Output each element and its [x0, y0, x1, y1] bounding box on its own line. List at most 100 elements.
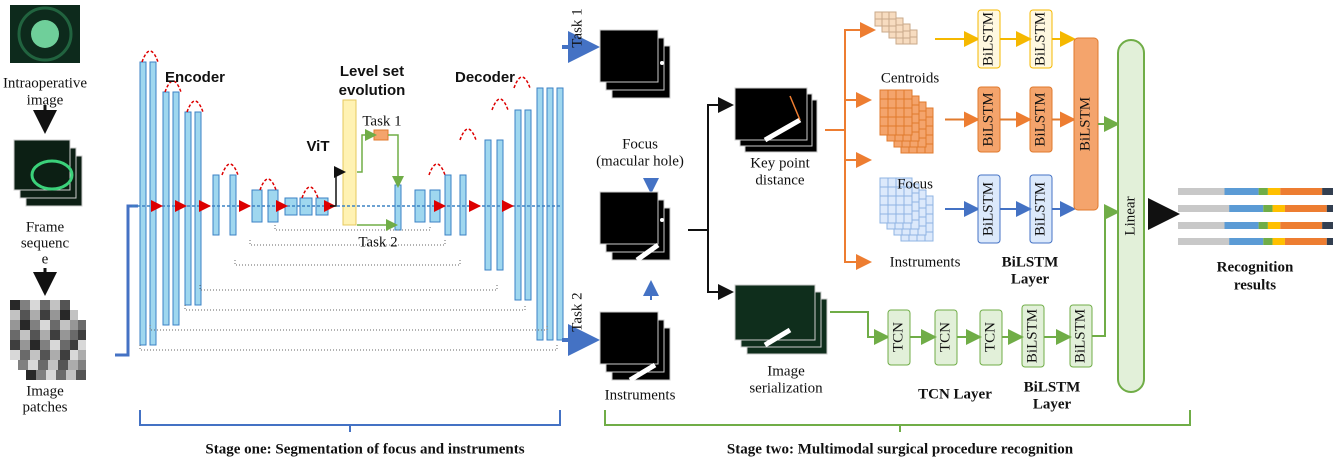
bilstm-label: BiLSTM — [980, 182, 996, 236]
frame-stack — [14, 140, 70, 190]
branch — [825, 30, 872, 130]
level-set-label: evolution — [339, 82, 406, 99]
feature-cube — [904, 205, 912, 214]
patch — [10, 320, 20, 330]
patch — [68, 360, 78, 370]
patch — [50, 330, 60, 340]
branch-label: Centroids — [881, 70, 939, 86]
skip-arc — [302, 187, 318, 198]
vit-label: ViT — [306, 138, 329, 155]
patch — [60, 340, 70, 350]
feature-block — [547, 88, 553, 340]
result-segment — [1263, 238, 1272, 245]
feature-cube — [904, 214, 912, 223]
feature-cube — [880, 214, 888, 223]
patch — [40, 300, 50, 310]
feature-cube — [889, 12, 896, 19]
feature-cube — [896, 90, 904, 99]
results-label: results — [1234, 277, 1276, 293]
stage-two-brace — [605, 410, 1190, 432]
encoder-label: Encoder — [165, 69, 225, 86]
task-output-label: Task 1 — [569, 8, 585, 47]
result-segment — [1229, 238, 1263, 245]
patch — [50, 350, 60, 360]
feature-block — [230, 175, 236, 235]
to-linear — [1092, 212, 1116, 336]
output-label: Instruments — [605, 387, 676, 403]
instrument-stack — [600, 312, 658, 364]
feature-cube — [896, 108, 904, 117]
serial-out — [830, 312, 886, 337]
feature-cube — [904, 126, 912, 135]
branch — [845, 100, 868, 130]
label: serialization — [749, 380, 823, 396]
feature-block — [485, 140, 491, 270]
patch — [30, 350, 40, 360]
patch — [20, 340, 30, 350]
feature-block — [185, 112, 191, 305]
result-segment — [1273, 205, 1285, 212]
skip-connection — [150, 325, 547, 330]
feature-block — [285, 198, 297, 215]
focus-dot — [660, 218, 664, 222]
task-output-label: Task 2 — [569, 292, 585, 331]
stage-caption: Stage one: Segmentation of focus and ins… — [205, 441, 524, 457]
feature-block — [140, 62, 146, 345]
feature-cube — [882, 19, 889, 26]
feature-cube — [896, 205, 904, 214]
feature-cube — [888, 187, 896, 196]
result-segment — [1178, 205, 1229, 212]
feature-cube — [904, 108, 912, 117]
feature-cube — [896, 214, 904, 223]
focus-dot — [660, 61, 664, 65]
patch — [48, 360, 58, 370]
patch — [30, 310, 40, 320]
layer-label: TCN Layer — [918, 386, 992, 402]
tcn-label: TCN — [982, 322, 998, 352]
feature-cube — [888, 214, 896, 223]
patch — [40, 350, 50, 360]
feature-block — [163, 92, 169, 325]
result-segment — [1225, 222, 1259, 229]
split — [688, 105, 730, 230]
patch — [40, 330, 50, 340]
skip-connection — [140, 345, 557, 350]
result-segment — [1268, 188, 1280, 195]
patch — [60, 320, 70, 330]
feature-cube — [896, 117, 904, 126]
patch — [60, 330, 70, 340]
skip-arc — [222, 164, 238, 175]
bilstm-label: BiLSTM — [1032, 12, 1048, 66]
feature-cube — [888, 205, 896, 214]
branch-label: Instruments — [890, 254, 961, 270]
bilstm-label: BiLSTM — [1032, 92, 1048, 146]
feature-cube — [896, 126, 904, 135]
patch — [40, 340, 50, 350]
bilstm-label: BiLSTM — [1032, 182, 1048, 236]
patch — [10, 330, 20, 340]
patch — [10, 300, 20, 310]
feature-cube — [882, 12, 889, 19]
patch — [40, 320, 50, 330]
feature-cube — [904, 117, 912, 126]
patch — [30, 320, 40, 330]
patch — [50, 340, 60, 350]
label: distance — [755, 172, 804, 188]
feature-block — [515, 110, 521, 300]
branch — [845, 160, 868, 262]
feature-cube — [903, 31, 910, 38]
layer-label: BiLSTM — [1002, 254, 1059, 270]
patch — [50, 310, 60, 320]
task-label: Task 1 — [362, 113, 401, 129]
feature-cube — [880, 196, 888, 205]
result-segment — [1285, 238, 1327, 245]
feature-cube — [880, 108, 888, 117]
patch — [50, 320, 60, 330]
tcn-label: TCN — [937, 322, 953, 352]
feature-cube — [880, 117, 888, 126]
keypoint-stack — [735, 88, 807, 140]
feature-block — [537, 88, 543, 340]
feature-cube — [880, 205, 888, 214]
play-icon — [31, 20, 59, 48]
feature-cube — [903, 24, 910, 31]
